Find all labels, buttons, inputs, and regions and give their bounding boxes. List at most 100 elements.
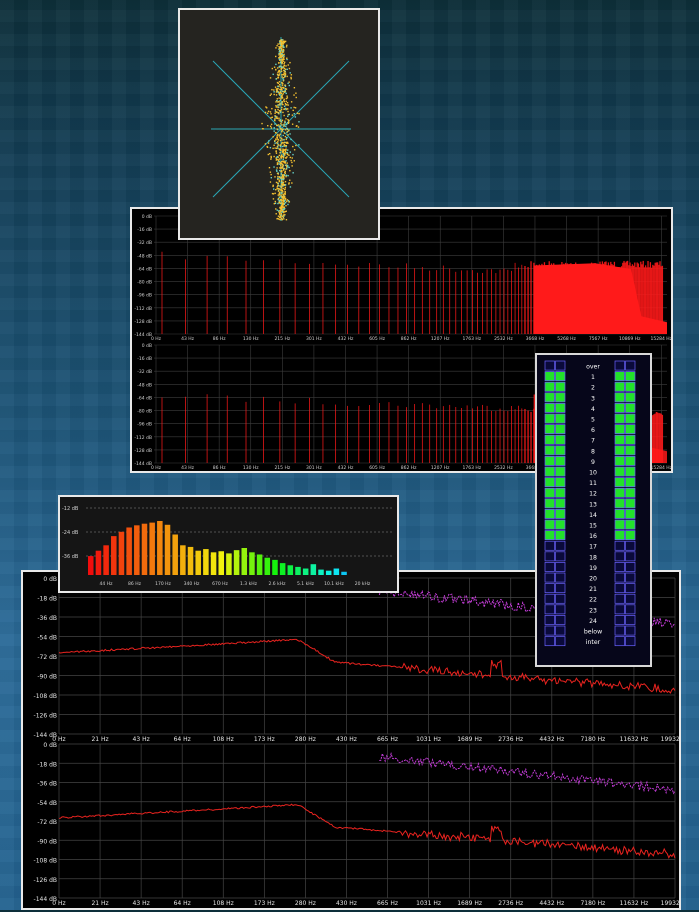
vectorscope-dot [287, 166, 289, 168]
vectorscope-dot [280, 144, 282, 146]
vectorscope-dot [278, 106, 280, 108]
vectorscope-dot [284, 102, 287, 105]
vectorscope-dot [278, 45, 280, 48]
vectorscope-dot [278, 163, 280, 165]
meter-segment [625, 498, 636, 509]
vectorscope-dot [282, 82, 284, 85]
vectorscope-dot [274, 86, 277, 88]
meter-segment [555, 466, 566, 477]
vectorscope-dot [282, 168, 285, 170]
vectorscope-dot [283, 65, 285, 67]
vectorscope-dot [277, 76, 279, 79]
vectorscope-dot [281, 184, 283, 187]
vectorscope-dot [282, 195, 284, 198]
vectorscope-dot [280, 40, 282, 43]
vectorscope-dot [280, 149, 282, 152]
vectorscope-dot [281, 209, 284, 211]
vectorscope-dot [284, 135, 287, 138]
meter-segment [625, 540, 636, 551]
vectorscope-dot [284, 181, 287, 183]
vectorscope-dot [280, 187, 283, 189]
meter-segment [555, 540, 566, 551]
vectorscope-dot [270, 155, 272, 158]
vectorscope-dot [282, 160, 284, 162]
vectorscope-dot [279, 86, 282, 88]
meter-segment [614, 615, 625, 625]
vectorscope-dot [275, 189, 277, 191]
vectorscope-dot [279, 133, 281, 135]
vectorscope-dot [277, 147, 279, 149]
vectorscope-dot [289, 179, 291, 181]
vectorscope-dot [284, 199, 287, 201]
bottom-db-label: -72 dB [37, 654, 57, 661]
bottom-freq-label: 173 Hz [254, 736, 275, 743]
vectorscope-dot [289, 151, 291, 153]
bottom-db-label: -36 dB [37, 781, 57, 788]
vectorscope-dot [283, 72, 285, 74]
vectorscope-dot [275, 91, 278, 93]
meter-scale-label: 11 [589, 480, 597, 487]
bottom-freq-label: 4432 Hz [539, 736, 564, 743]
bottom-freq-label: 2736 Hz [498, 736, 523, 743]
meter-segment [555, 572, 566, 583]
meter-segment [614, 625, 625, 636]
vectorscope-dot [277, 202, 279, 205]
vectorscope-dot [268, 166, 271, 169]
vectorscope-dot [282, 174, 285, 176]
bottom-freq-label: 430 Hz [336, 900, 357, 907]
vectorscope-dot [283, 87, 285, 90]
spectrum-freq-label: 862 Hz [401, 336, 417, 342]
bottom-freq-label: 19932 Hz [661, 736, 679, 743]
bottom-freq-label: 19932 Hz [661, 900, 679, 907]
vectorscope-dot [283, 40, 286, 43]
vectorscope-dot [277, 106, 279, 108]
vectorscope-dot [282, 45, 284, 47]
vectorscope-dot [270, 117, 272, 119]
vectorscope-dot [275, 152, 278, 154]
vectorscope-dot [290, 101, 293, 103]
vectorscope-dot [278, 218, 280, 220]
spectrum-freq-label: 86 Hz [213, 336, 227, 342]
vectorscope-dot [282, 40, 285, 43]
vectorscope-dot [283, 152, 286, 154]
vectorscope-dot [283, 184, 286, 186]
vectorscope-dot [280, 189, 282, 192]
vectorscope-dot [286, 44, 288, 47]
meter-scale-label: 5 [591, 417, 595, 424]
vectorscope-dot [285, 218, 288, 221]
vectorscope-dot [275, 94, 278, 96]
bottom-db-label: -18 dB [37, 596, 57, 603]
vectorscope-dot [282, 210, 285, 213]
vectorscope-dot [280, 111, 282, 113]
vectorscope-dot [281, 176, 283, 178]
vectorscope-dot [283, 99, 285, 102]
vectorscope-dot [280, 96, 282, 98]
vectorscope-dot [275, 47, 277, 49]
vectorscope-dot [281, 102, 283, 104]
vectorscope-dot [295, 144, 297, 147]
vectorscope-dot [264, 143, 267, 145]
vectorscope-dot [281, 139, 283, 141]
vectorscope-dot [285, 138, 287, 141]
vectorscope-dot [277, 185, 279, 187]
meter-scale-label: below [584, 629, 602, 636]
meter-scale-label: 8 [591, 448, 595, 455]
octave-bar [195, 550, 201, 575]
vectorscope-dot [280, 156, 282, 158]
meter-segment [544, 593, 555, 604]
vectorscope-dot [288, 154, 290, 156]
vectorscope-dot [279, 206, 281, 209]
vectorscope-dot [284, 72, 287, 74]
meter-segment [625, 530, 636, 541]
vectorscope-dot [279, 144, 281, 146]
vectorscope-dot [277, 194, 279, 196]
meter-scale-label: 17 [589, 544, 597, 551]
vectorscope-dot [280, 145, 282, 148]
meter-scale-label: 21 [589, 586, 597, 593]
meter-segment [544, 381, 555, 392]
vectorscope-dot [276, 156, 278, 159]
vectorscope-dot [276, 163, 279, 166]
vectorscope-dot [280, 199, 282, 201]
vectorscope-dot [279, 91, 281, 93]
vectorscope-dot [277, 156, 280, 158]
